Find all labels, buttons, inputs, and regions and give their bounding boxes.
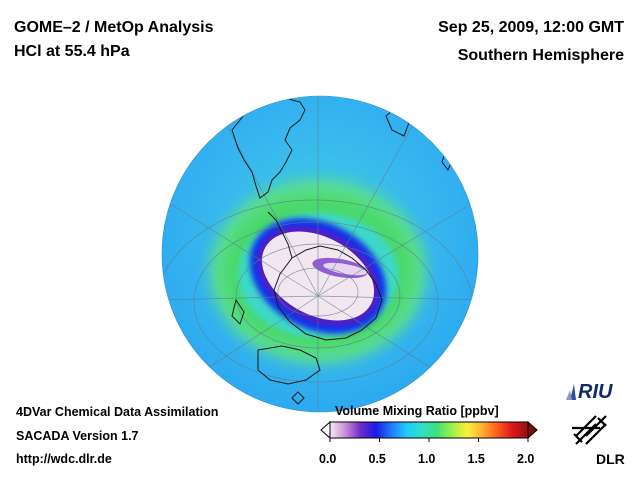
assimilation-label: 4DVar Chemical Data Assimilation — [16, 405, 219, 419]
colorbar-tick-label-4: 2.0 — [517, 452, 535, 466]
colorbar-ticks — [329, 438, 529, 442]
colorbar-tick-label-2: 1.0 — [418, 452, 436, 466]
colorbar-tick-label-0: 0.0 — [319, 452, 337, 466]
colorbar-high-arrow — [527, 420, 538, 440]
logos: RIU DLR — [566, 381, 625, 467]
dlr-logo-icon — [572, 415, 607, 445]
version-label: SACADA Version 1.7 — [16, 429, 139, 443]
map-title: GOME–2 / MetOp Analysis — [14, 19, 214, 36]
colorbar-title: Volume Mixing Ratio [ppbv] — [335, 404, 499, 418]
colorbar-bar — [329, 421, 529, 439]
riu-logo-icon: RIU — [566, 381, 613, 403]
map-date: Sep 25, 2009, 12:00 GMT — [438, 19, 624, 36]
map-subtitle: HCl at 55.4 hPa — [14, 43, 130, 60]
url-label[interactable]: http://wdc.dlr.de — [16, 452, 112, 466]
map-region: Southern Hemisphere — [457, 47, 624, 64]
dlr-logo-text: DLR — [596, 451, 625, 467]
colorbar-tick-label-3: 1.5 — [467, 452, 485, 466]
colorbar-low-arrow — [320, 420, 331, 440]
riu-logo-text: RIU — [578, 381, 613, 403]
colorbar — [320, 420, 538, 442]
colorbar-tick-label-1: 0.5 — [368, 452, 386, 466]
